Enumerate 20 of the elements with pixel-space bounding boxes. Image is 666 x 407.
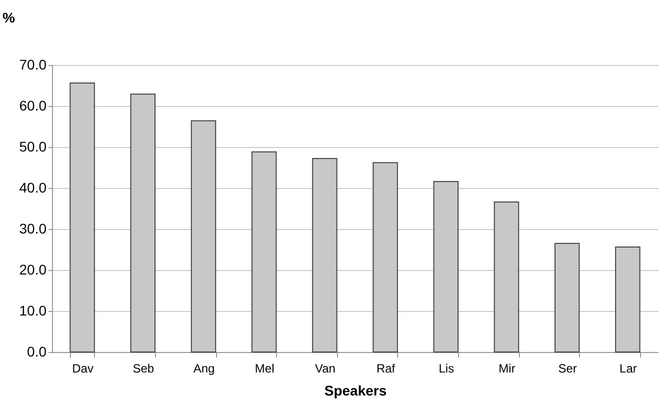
x-tick-label: Van <box>314 362 336 376</box>
x-tick-label: Dav <box>72 362 94 376</box>
y-tick-label: 30.0 <box>19 220 47 236</box>
y-tick-label: 70.0 <box>19 56 47 72</box>
y-tick-label: 10.0 <box>19 302 47 318</box>
x-tick-label: Ang <box>193 362 215 376</box>
x-tick-label: Seb <box>132 362 154 376</box>
x-tick-label: Raf <box>376 362 396 376</box>
x-axis-title: Speakers <box>324 382 387 398</box>
y-tick-label: 20.0 <box>19 262 47 278</box>
x-tick-label: Ser <box>558 362 577 376</box>
y-tick-label: 60.0 <box>19 98 47 114</box>
x-tick-label: Mel <box>254 362 274 376</box>
x-tick-label: Mir <box>498 362 516 376</box>
y-tick-label: 40.0 <box>19 180 47 196</box>
y-tick-label: 0.0 <box>27 344 47 360</box>
y-tick-label: 50.0 <box>19 138 47 154</box>
y-axis-title: % <box>2 10 16 26</box>
x-tick-label: Lis <box>438 362 454 376</box>
x-tick-label: Lar <box>620 362 637 376</box>
